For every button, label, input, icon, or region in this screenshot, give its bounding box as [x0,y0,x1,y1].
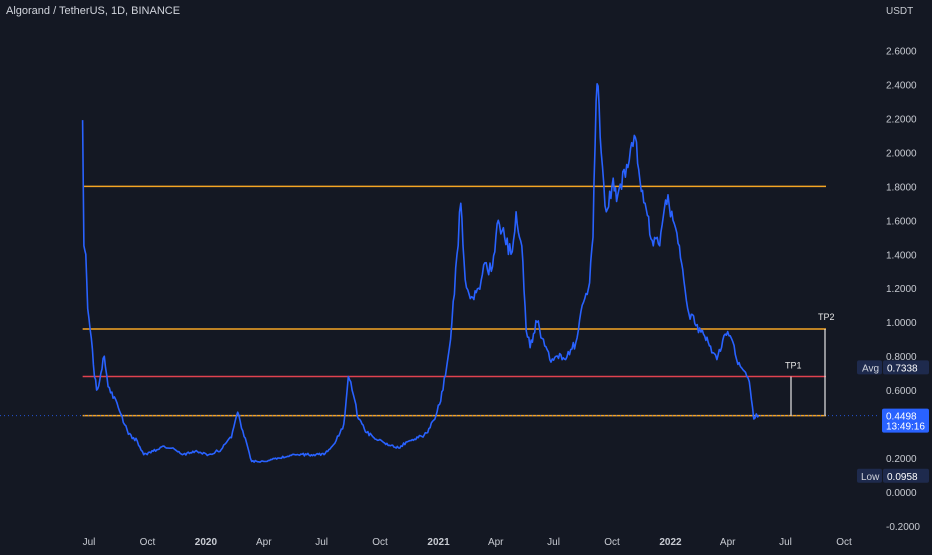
x-tick-label: Apr [256,537,272,548]
x-tick-label: Jul [315,537,328,548]
x-tick-label: Oct [372,537,388,548]
y-tick-label: 0.6000 [886,386,917,397]
price-series [81,83,760,463]
x-tick-label: Apr [488,537,504,548]
avg-tag-label: Avg [862,363,879,374]
x-tick-label: Apr [720,537,736,548]
low-tag-label: Low [861,472,880,483]
x-tick-label: 2020 [195,537,218,548]
low-value-box [883,468,929,483]
y-tick-label: 0.0000 [886,488,917,499]
avg-tag-value: 0.7338 [887,363,918,374]
x-tick-label: 2022 [659,537,682,548]
tp2-label: TP2 [818,312,835,322]
x-tick-label: 2021 [427,537,450,548]
last-price-value: 0.4498 [886,412,917,423]
time-axis[interactable]: Jul Oct 2020 Apr Jul Oct 2021 Apr Jul Oct 2022 Apr J… [83,537,852,548]
low-tag: Low 0.0958 [857,468,929,483]
y-tick-label: 2.0000 [886,148,917,159]
tp1-label: TP1 [785,361,802,371]
price-axis[interactable]: 2.6000 2.4000 2.2000 2.0000 1.8000 1.6000 1.40… [886,46,920,533]
y-tick-label: 0.2000 [886,454,917,465]
last-price-box [882,408,929,433]
horizontal-levels [0,185,880,417]
y-tick-label: 1.4000 [886,250,917,261]
price-line [81,83,760,463]
y-tick-label: 1.8000 [886,182,917,193]
avg-tag: Avg 0.7338 [857,360,929,375]
last-price-tag: 0.4498 13:49:16 [882,408,929,433]
bar-countdown: 13:49:16 [886,422,925,433]
x-tick-label: Jul [547,537,560,548]
x-tick-label: Oct [604,537,620,548]
y-tick-label: 0.8000 [886,352,917,363]
avg-tag-box [857,360,882,375]
y-tick-label: -0.2000 [886,522,920,533]
y-tick-label: 2.6000 [886,46,917,57]
x-tick-label: Jul [83,537,96,548]
avg-value-box [883,360,929,375]
y-tick-label: 1.0000 [886,318,917,329]
y-tick-label: 1.2000 [886,284,917,295]
low-tag-box [857,468,882,483]
x-tick-label: Jul [779,537,792,548]
x-tick-label: Oct [836,537,852,548]
y-tick-label: 2.2000 [886,114,917,125]
x-tick-label: Oct [140,537,156,548]
price-unit-label: USDT [886,6,913,17]
y-tick-label: 1.6000 [886,216,917,227]
y-tick-label: 2.4000 [886,80,917,91]
chart-title: Algorand / TetherUS, 1D, BINANCE [6,5,180,17]
low-tag-value: 0.0958 [887,472,918,483]
